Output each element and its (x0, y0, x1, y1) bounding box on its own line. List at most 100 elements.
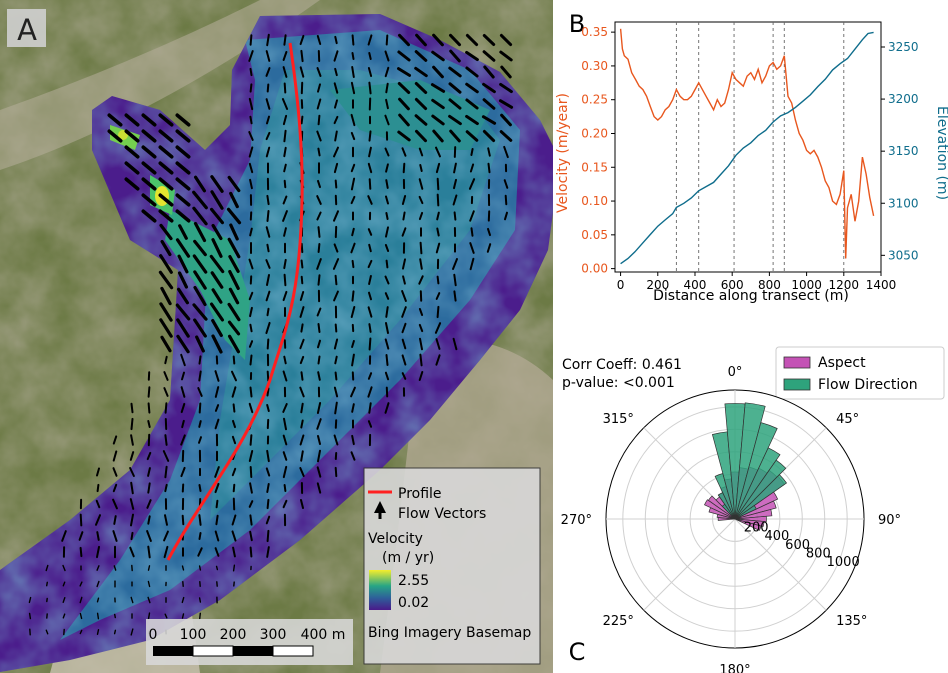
flow-vector (268, 85, 269, 92)
y-right-tick-label: 3050 (888, 248, 919, 262)
plot-area (615, 22, 881, 272)
flow-vector (455, 212, 456, 219)
corr-coeff-annotation: Corr Coeff: 0.461 (562, 357, 682, 373)
scale-label-200: 200 (220, 627, 247, 643)
flow-vector (98, 613, 99, 618)
flow-vector (268, 372, 269, 381)
flow-vector (284, 357, 285, 364)
rose-legend: Aspect Flow Direction (776, 347, 944, 399)
flow-vector (200, 533, 201, 539)
x-axis-label: Distance along transect (m) (653, 288, 849, 304)
scale-bar: 0 100 200 300 400 m (146, 619, 353, 665)
flow-vector (284, 148, 285, 156)
flow-vector (302, 261, 303, 268)
flow-vector (183, 516, 184, 524)
legend-velocity-title: Velocity (368, 531, 423, 547)
flow-vector (165, 435, 166, 445)
flow-vector (387, 36, 388, 45)
flow-vector (420, 165, 421, 171)
legend-basemap-label: Bing Imagery Basemap (368, 625, 531, 641)
flow-vector (438, 195, 439, 206)
flow-vector (251, 69, 252, 75)
flow-vector (403, 213, 404, 220)
flow-vector (302, 244, 303, 252)
flow-vector (200, 598, 201, 602)
flow-vector (183, 566, 184, 570)
radial-tick-label: 1000 (827, 555, 860, 570)
flow-vector (370, 339, 371, 350)
flow-vector (386, 84, 387, 93)
flow-vector (234, 357, 235, 364)
flow-vector (336, 468, 337, 476)
y-left-tick-label: 0.25 (581, 93, 608, 107)
flow-vector (386, 213, 387, 219)
y-right-tick-label: 3100 (888, 196, 919, 210)
y-left-tick-label: 0.15 (581, 160, 608, 174)
flow-vector (98, 485, 99, 491)
flow-vector (200, 613, 201, 618)
flow-vector (438, 179, 439, 189)
flow-vector (471, 149, 472, 155)
flow-vector (285, 84, 286, 93)
profile-chart-panel: B 0 200 400 600 800 1000 1200 14000.000.050.100… (553, 0, 948, 330)
flow-vector (97, 532, 98, 540)
flow-vector (302, 372, 303, 380)
y-right-tick-label: 3200 (888, 92, 919, 106)
x-tick-label: 0 (617, 278, 625, 292)
flow-vector (166, 403, 167, 412)
angle-label: 45° (836, 412, 859, 427)
flow-vector (268, 500, 269, 508)
flow-vector (438, 307, 439, 317)
flow-vector (98, 598, 99, 602)
flow-vector (268, 211, 269, 221)
scale-label-100: 100 (180, 627, 207, 643)
flow-vector (336, 276, 337, 285)
rose-diagram: 20040060080010000°45°90°135°180°225°270°… (561, 365, 901, 673)
flow-vector (420, 355, 421, 366)
flow-vector (234, 485, 235, 492)
y-right-tick-label: 3150 (888, 144, 919, 158)
y-left-tick-label: 0.10 (581, 194, 608, 208)
legend-velocity-unit: (m / yr) (382, 550, 434, 566)
flow-vector (319, 357, 320, 364)
flow-vector (217, 501, 218, 507)
flow-vector (47, 582, 48, 585)
velocity-map-panel: A 0 100 200 300 400 m Profile Flow Vecto… (0, 0, 553, 673)
flow-vector (268, 531, 269, 541)
scale-label-0: 0 (149, 627, 158, 643)
flow-vector (148, 421, 149, 427)
flow-vector (285, 275, 286, 285)
flow-vector (199, 372, 200, 381)
map-legend: Profile Flow Vectors Velocity (m / yr) 2… (364, 468, 540, 664)
flow-vector (506, 196, 507, 204)
flow-vector (438, 277, 439, 284)
flow-vector (386, 180, 387, 188)
flow-vector (369, 403, 370, 413)
flow-vector (114, 516, 115, 524)
flow-vector (30, 613, 31, 618)
flow-vector (404, 164, 405, 172)
flow-vector (115, 630, 116, 633)
flow-vector (302, 277, 303, 284)
flow-vector (335, 37, 336, 43)
flow-vector (336, 325, 337, 332)
legend-flow-label: Flow Direction (818, 377, 918, 393)
legend-flow-vectors-label: Flow Vectors (398, 506, 486, 522)
flow-vector (335, 357, 336, 364)
legend-flow-swatch (784, 379, 810, 390)
profile-chart: 0 200 400 600 800 1000 1200 14000.000.050.100.1… (581, 22, 918, 292)
flow-vector (353, 35, 354, 44)
flow-vector (149, 613, 150, 619)
flow-vector (251, 356, 252, 365)
flow-vector (200, 356, 201, 363)
flow-vector (165, 467, 166, 477)
angle-label: 270° (561, 513, 592, 528)
flow-vector (353, 261, 354, 267)
flow-vector (285, 181, 286, 187)
flow-vector (370, 179, 371, 189)
flow-vector (454, 291, 455, 300)
flow-vector (437, 229, 438, 236)
flow-vector (472, 228, 473, 236)
flow-vector (81, 515, 82, 526)
flow-vector (421, 243, 422, 254)
